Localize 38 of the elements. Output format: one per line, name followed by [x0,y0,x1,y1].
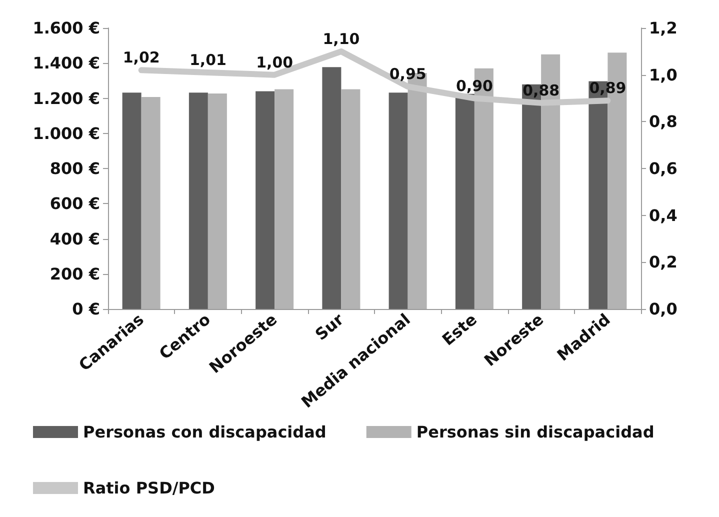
y-tick-label: 600 € [50,194,100,214]
bar [455,94,474,309]
bar [256,91,275,309]
bar [188,92,208,309]
bar [208,94,227,309]
legend-label: Personas sin discapacidad [416,422,654,442]
y-tick-label: 1.400 € [32,54,100,73]
y2-tick-label: 0,4 [649,206,678,225]
bar [341,89,360,309]
y2-tick-label: 1,0 [649,65,678,84]
y2-tick-label: 0,0 [649,300,678,318]
bar [141,97,160,309]
y-tick-label: 0 € [72,300,100,318]
y2-tick-label: 1,2 [649,18,678,38]
data-label: 1,01 [189,50,226,69]
data-label: 1,10 [322,30,360,48]
bar [274,89,294,309]
y-tick-label: 400 € [50,229,100,248]
legend-label: Ratio PSD/PCD [83,478,215,498]
y-tick-label: 1.000 € [32,124,100,143]
bar [122,92,142,309]
data-label: 0,89 [589,79,626,98]
bar [322,67,342,309]
data-label: 0,95 [389,65,426,84]
data-label: 0,88 [522,81,560,100]
y-tick-label: 800 € [50,159,100,178]
data-label: 1,00 [256,53,294,72]
y2-tick-label: 0,6 [649,159,678,178]
legend-label: Personas con discapacidad [83,422,326,442]
data-label: 0,90 [456,76,493,95]
y2-tick-label: 0,8 [649,112,678,132]
y-tick-label: 1.600 € [32,18,100,38]
y-tick-label: 200 € [50,264,100,284]
data-label: 1,02 [122,48,160,67]
bar [388,92,408,309]
y2-tick-label: 0,2 [649,252,678,272]
y-tick-label: 1.200 € [32,88,100,108]
x-tick-label: Sur [311,310,348,344]
